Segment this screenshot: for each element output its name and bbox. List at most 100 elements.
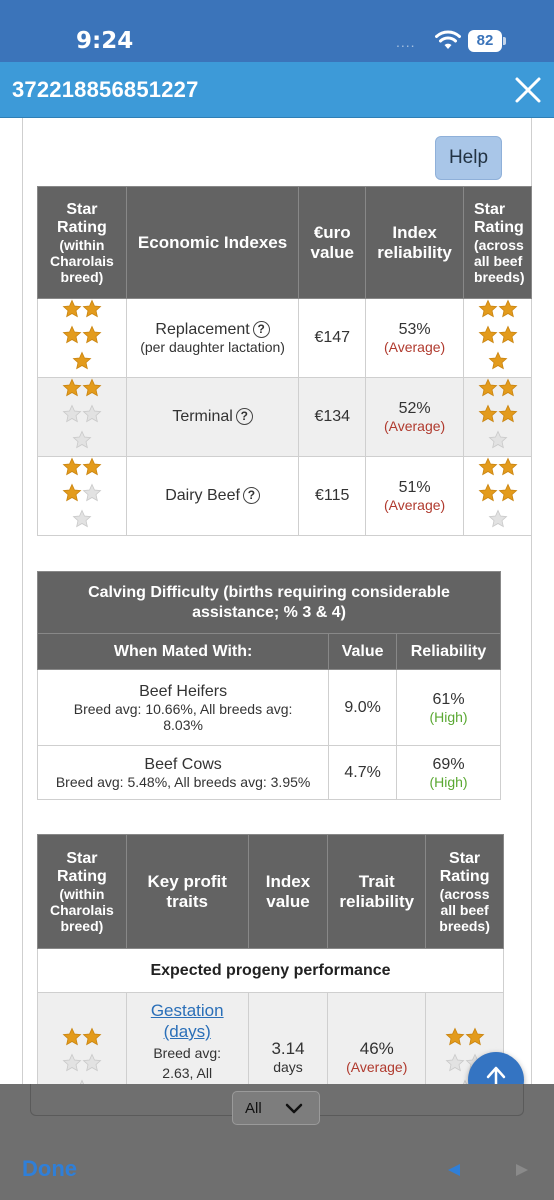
- star-rating-within: [37, 992, 127, 1084]
- star-icon: [498, 299, 518, 318]
- star-icon: [72, 509, 92, 528]
- status-time: 9:24: [76, 28, 134, 54]
- reliability-label: (Average): [346, 1059, 408, 1075]
- signal-icon: ....: [396, 34, 416, 50]
- battery-icon: 82: [468, 30, 506, 52]
- star-icon: [478, 325, 498, 344]
- index-name: Terminal: [172, 408, 233, 425]
- profit-traits-table: Star Rating (within Charolais breed) Key…: [37, 834, 504, 1084]
- star-rating-within: [37, 377, 127, 457]
- mated-avg: Breed avg: 5.48%, All breeds avg: 3.95%: [55, 773, 311, 790]
- done-button[interactable]: Done: [22, 1156, 77, 1181]
- star-icon: [498, 378, 518, 397]
- star-rating-across: [463, 377, 532, 457]
- star-icon: [498, 483, 518, 502]
- reliability-cell: 46% (Average): [327, 992, 427, 1084]
- table-row: Dairy Beef? €115 51% (Average): [37, 456, 532, 536]
- table-row: Gestation (days) Breed avg: 2.63, All 3.…: [37, 992, 504, 1084]
- table-row: Beef Heifers Breed avg: 10.66%, All bree…: [36, 669, 501, 746]
- star-icon: [62, 378, 82, 397]
- star-icon: [82, 483, 102, 502]
- mated-name: Beef Heifers: [139, 682, 228, 700]
- title-bar: 372218856851227: [0, 62, 554, 118]
- star-icon: [62, 299, 82, 318]
- star-icon: [498, 325, 518, 344]
- star-icon: [465, 1027, 485, 1046]
- reliability-cell: 61% (High): [396, 669, 501, 746]
- previous-arrow-icon[interactable]: [446, 1162, 462, 1178]
- economic-indexes-table: Star Rating (within Charolais breed) Eco…: [37, 186, 532, 536]
- content-area[interactable]: Help Star Rating (within Charolais breed…: [0, 118, 554, 1084]
- help-button[interactable]: Help: [435, 136, 502, 180]
- star-icon: [62, 1027, 82, 1046]
- star-rating-within: [37, 298, 127, 378]
- star-icon: [82, 1027, 102, 1046]
- star-rating-across: [463, 298, 532, 378]
- star-icon: [82, 404, 102, 423]
- status-bar: 9:24 .... 82: [0, 0, 554, 62]
- index-subtext: (per daughter lactation): [140, 339, 285, 355]
- header-star-across: Star Rating (across all beef breeds): [425, 834, 504, 949]
- header-economic-indexes: Economic Indexes: [125, 186, 300, 299]
- index-name: Replacement: [155, 321, 250, 338]
- reliability-label: (High): [429, 773, 468, 790]
- index-value-cell: 3.14 days: [247, 992, 329, 1084]
- wifi-icon: [435, 30, 461, 49]
- star-rating-across: [463, 456, 532, 536]
- header-index-reliability: Index reliability: [365, 186, 464, 299]
- reliability-label: (Average): [383, 418, 446, 434]
- header-reliability: Reliability: [396, 633, 501, 670]
- help-circle-icon[interactable]: ?: [235, 408, 253, 425]
- bottom-toolbar: All Done: [0, 1084, 554, 1200]
- mated-cell: Beef Heifers Breed avg: 10.66%, All bree…: [36, 669, 330, 746]
- star-icon: [445, 1053, 465, 1072]
- table-row: Replacement? (per daughter lactation) €1…: [37, 298, 532, 378]
- index-unit: days: [273, 1059, 303, 1075]
- header-star-within: Star Rating (within Charolais breed): [37, 834, 127, 949]
- euro-value: €115: [298, 456, 367, 536]
- reliability-cell: 69% (High): [396, 745, 501, 800]
- filter-select[interactable]: All: [232, 1091, 320, 1125]
- star-icon: [82, 457, 102, 476]
- next-arrow-icon[interactable]: [514, 1162, 530, 1178]
- close-icon[interactable]: [512, 74, 544, 106]
- help-circle-icon[interactable]: ?: [252, 321, 270, 338]
- star-icon: [62, 325, 82, 344]
- star-icon: [72, 430, 92, 449]
- star-icon: [72, 351, 92, 370]
- help-circle-icon[interactable]: ?: [242, 487, 260, 504]
- header-index-value: Index value: [247, 834, 329, 949]
- calving-title: Calving Difficulty (births requiring con…: [37, 571, 501, 634]
- star-rating-within: [37, 456, 127, 536]
- reliability-value: 52%: [398, 400, 431, 417]
- header-key-profit-traits: Key profit traits: [125, 834, 249, 949]
- star-icon: [445, 1027, 465, 1046]
- index-value: 3.14: [271, 1039, 305, 1058]
- reliability-label: (High): [429, 708, 468, 725]
- star-icon: [62, 483, 82, 502]
- reliability-label: (Average): [383, 339, 446, 355]
- star-icon: [498, 457, 518, 476]
- reliability-cell: 52% (Average): [365, 377, 464, 457]
- chevron-down-icon: [285, 1103, 303, 1114]
- header-value: Value: [328, 633, 398, 670]
- header-mated-with: When Mated With:: [36, 633, 330, 670]
- euro-value: €134: [298, 377, 367, 457]
- section-title: Expected progeny performance: [37, 948, 504, 993]
- mated-avg: Breed avg: 10.66%, All breeds avg: 8.03%: [73, 700, 293, 733]
- star-icon: [62, 1053, 82, 1072]
- reliability-cell: 51% (Average): [365, 456, 464, 536]
- header-star-within: Star Rating (within Charolais breed): [37, 186, 127, 299]
- trait-cell: Gestation (days) Breed avg: 2.63, All: [125, 992, 249, 1084]
- reliability-value: 61%: [432, 690, 465, 708]
- star-icon: [488, 351, 508, 370]
- gestation-link[interactable]: Gestation (days): [150, 1001, 224, 1041]
- mated-cell: Beef Cows Breed avg: 5.48%, All breeds a…: [36, 745, 330, 800]
- calving-value: 4.7%: [328, 745, 398, 800]
- star-icon: [498, 404, 518, 423]
- star-icon: [478, 378, 498, 397]
- filter-select-value: All: [245, 1100, 262, 1117]
- table-row: Terminal? €134 52% (Average): [37, 377, 532, 457]
- star-icon: [79, 1079, 84, 1084]
- reliability-label: (Average): [383, 497, 446, 513]
